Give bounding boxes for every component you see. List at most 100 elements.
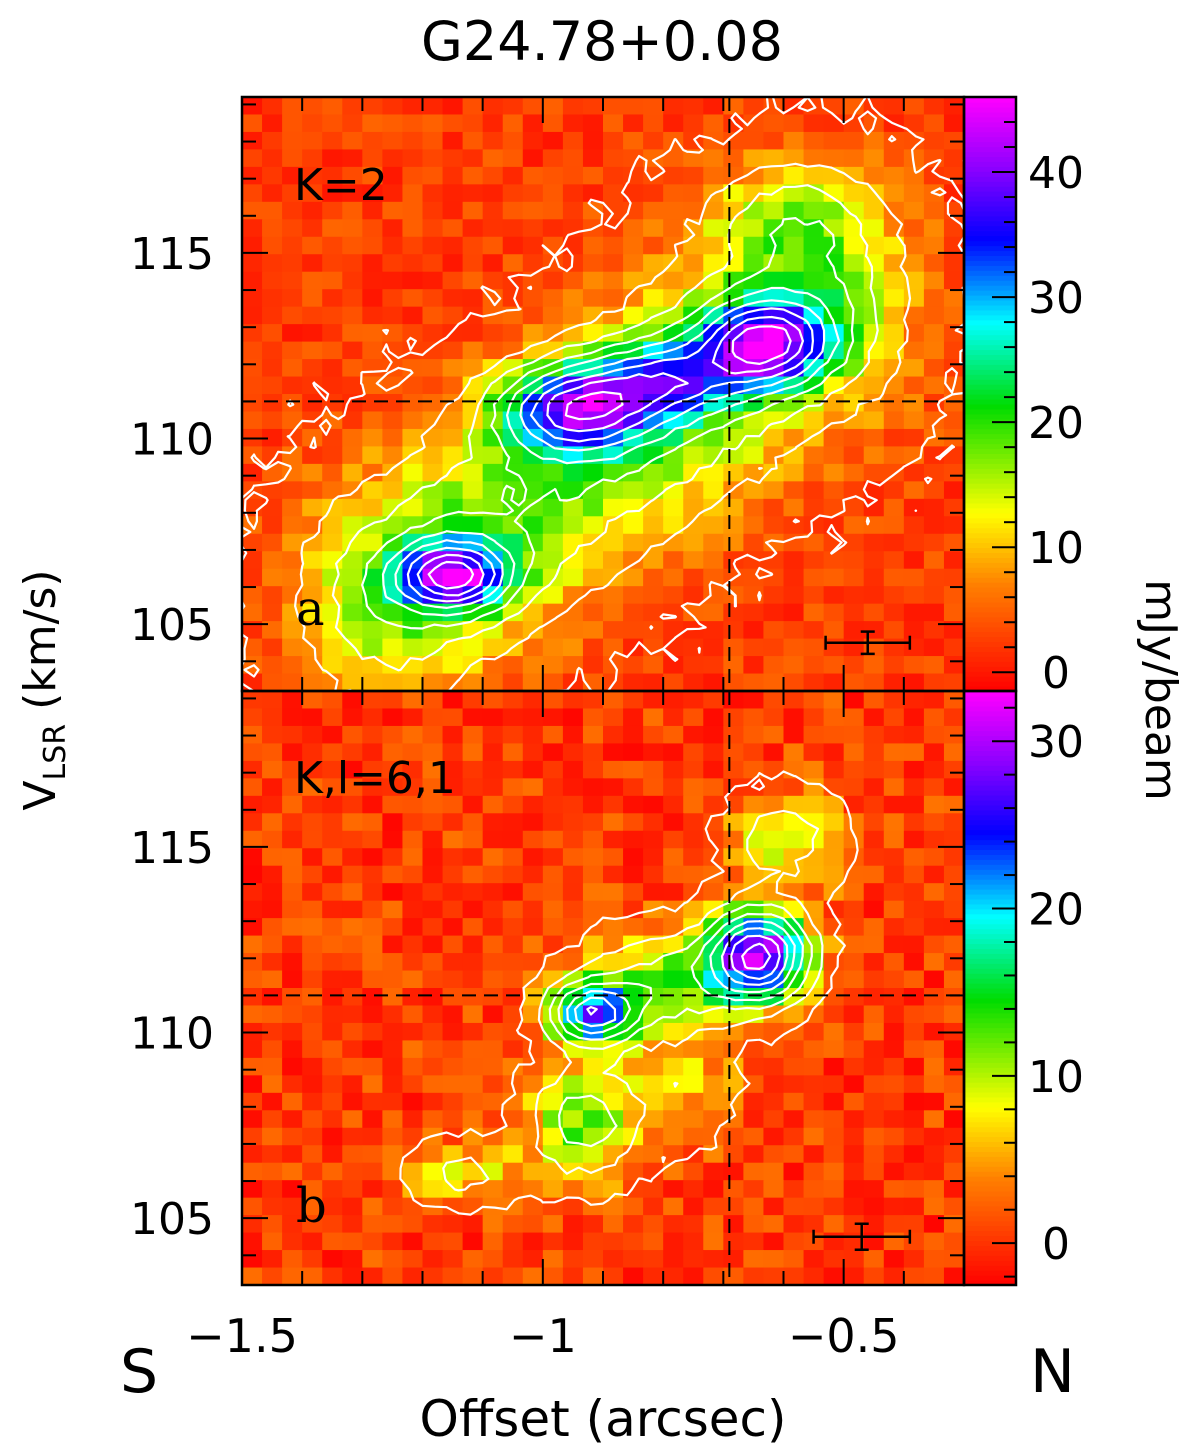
heatmap-cell [502, 219, 524, 238]
heatmap-cell [723, 516, 744, 535]
heatmap-cell [362, 1267, 383, 1285]
heatmap-cell [923, 97, 945, 116]
heatmap-cell [402, 131, 424, 151]
contour-level [294, 162, 912, 691]
heatmap-cell [462, 166, 484, 185]
heatmap-cell [442, 935, 464, 954]
heatmap-cell [643, 481, 664, 500]
heatmap-cell [783, 516, 805, 535]
heatmap-cell [362, 166, 383, 185]
heatmap-cell [522, 289, 544, 308]
heatmap-cell [262, 743, 283, 762]
colorbar-swatch [964, 126, 1016, 133]
heatmap-cell [683, 865, 704, 884]
heatmap-cell [302, 621, 323, 640]
heatmap-cell [843, 1075, 865, 1094]
heatmap-cell [442, 900, 464, 919]
heatmap-cell [562, 656, 584, 675]
heatmap-cell [603, 1267, 624, 1285]
heatmap-cell [462, 341, 484, 360]
colorbar-swatch [964, 1205, 1016, 1212]
heatmap-cell [863, 149, 885, 168]
heatmap-cell [843, 1162, 865, 1181]
heatmap-cell [903, 446, 925, 465]
colorbar-swatch [964, 1156, 1016, 1162]
heatmap-cell [783, 131, 805, 151]
x-tick-label: −1.5 [186, 1309, 298, 1363]
heatmap-cell [763, 166, 785, 185]
heatmap-cell [703, 883, 724, 902]
heatmap-cell [322, 830, 343, 849]
heatmap-cell [282, 376, 303, 395]
heatmap-cell [703, 463, 724, 482]
heatmap-cell [843, 621, 865, 640]
heatmap-cell [542, 289, 564, 308]
heatmap-cell [943, 166, 964, 185]
colorbar-swatch [964, 299, 1016, 306]
heatmap-cell [643, 988, 664, 1007]
heatmap-cell [582, 1250, 604, 1269]
colorbar-swatch [964, 488, 1016, 494]
heatmap-cell [262, 1040, 283, 1059]
colorbar-swatch [964, 794, 1016, 801]
heatmap-cell [883, 1092, 905, 1111]
heatmap-cell [522, 201, 544, 220]
heatmap-cell [903, 621, 925, 640]
heatmap-cell [923, 516, 945, 535]
heatmap-cell [603, 236, 624, 255]
heatmap-cell [542, 1127, 564, 1146]
heatmap-cell [402, 830, 424, 849]
heatmap-cell [943, 935, 964, 954]
heatmap-cell [943, 1162, 964, 1181]
heatmap-cell [923, 463, 945, 482]
heatmap-cell [823, 1215, 845, 1234]
heatmap-cell [522, 236, 544, 255]
heatmap-cell [362, 1005, 383, 1024]
colorbar-swatch [964, 394, 1016, 400]
heatmap-cell [362, 446, 383, 465]
heatmap-cell [623, 394, 644, 413]
heatmap-cell [522, 778, 544, 797]
heatmap-cell [743, 201, 765, 220]
heatmap-cell [823, 953, 845, 972]
heatmap-cell [582, 656, 604, 675]
heatmap-cell [863, 1057, 885, 1076]
colorbar-swatch [964, 710, 1016, 717]
heatmap-cell [302, 254, 323, 273]
heatmap-cell [863, 271, 885, 290]
heatmap-cell [623, 1250, 644, 1269]
heatmap-cell [502, 131, 524, 151]
heatmap-cell [703, 533, 724, 552]
heatmap-cell [943, 236, 964, 255]
heatmap-cell [683, 1250, 704, 1269]
heatmap-cell [703, 1110, 724, 1129]
heatmap-cell [643, 586, 664, 605]
heatmap-cell [643, 691, 664, 710]
heatmap-cell [442, 918, 464, 937]
heatmap-cell [582, 638, 604, 657]
heatmap-cell [843, 725, 865, 745]
colorbar-swatch [964, 1042, 1016, 1048]
heatmap-cell [322, 1250, 343, 1269]
heatmap-cell [442, 428, 464, 448]
heatmap-cell [502, 1040, 524, 1059]
heatmap-cell [643, 830, 664, 849]
heatmap-cell [442, 743, 464, 762]
heatmap-cell [382, 970, 404, 989]
heatmap-cell [763, 1127, 785, 1146]
heatmap-cell [703, 1250, 724, 1269]
heatmap-cell [242, 1127, 263, 1146]
heatmap-cell [843, 236, 865, 255]
heatmap-cell [623, 1267, 644, 1285]
heatmap-cell [582, 1215, 604, 1234]
heatmap-cell [402, 481, 424, 500]
heatmap-cell [322, 778, 343, 797]
heatmap-cell [442, 708, 464, 727]
heatmap-cell [923, 254, 945, 273]
colorbar-swatch [964, 1027, 1016, 1034]
heatmap-cell [803, 394, 825, 413]
heatmap-cell [923, 865, 945, 884]
heatmap-cell [422, 935, 444, 954]
heatmap-cell [643, 1145, 664, 1164]
heatmap-cell [482, 918, 504, 937]
